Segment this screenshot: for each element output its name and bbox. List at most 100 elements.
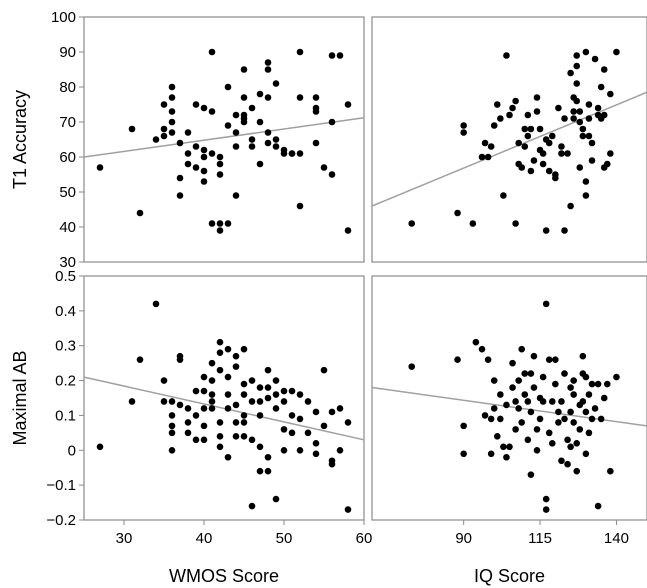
t1-wmos-point-68: [296, 150, 304, 157]
ab-wmos-point-10: [168, 446, 176, 454]
ab-iq-point-10: [490, 377, 498, 384]
ab-wmos-ytick-label-7: 0.5: [55, 268, 76, 285]
ab-iq-point-13: [497, 391, 504, 398]
ab-iq-point-59: [567, 384, 574, 391]
t1-iq-point-46: [564, 150, 571, 157]
ab-wmos-point-65: [264, 467, 272, 475]
ab-wmos-point-28: [208, 398, 216, 405]
ab-iq-point-33: [527, 471, 535, 478]
ab-iq-point-71: [579, 398, 587, 405]
t1-iq-point-57: [576, 118, 584, 126]
ab-wmos-point-38: [224, 391, 232, 398]
ab-iq-point-4: [472, 338, 480, 346]
ab-wmos-point-78: [296, 415, 304, 423]
t1-wmos-point-37: [224, 122, 232, 129]
t1-iq-point-26: [527, 125, 535, 133]
ab-iq-point-27: [521, 370, 529, 377]
t1-iq-point-13: [503, 52, 510, 59]
t1-wmos-point-16: [184, 150, 192, 157]
ab-iq-point-34: [530, 352, 538, 360]
t1-wmos-point-15: [184, 160, 192, 168]
t1-iq-point-25: [527, 167, 535, 175]
ab-wmos-point-53: [248, 398, 256, 405]
t1-iq-point-80: [613, 48, 620, 56]
t1-wmos-y-axis-label: T1 Accuracy: [10, 90, 30, 189]
t1-wmos-point-75: [328, 52, 336, 59]
ab-iq-point-83: [600, 394, 608, 402]
ab-iq-point-25: [518, 345, 526, 353]
t1-iq-point-12: [500, 192, 507, 199]
t1-iq-point-59: [579, 125, 587, 133]
t1-wmos-point-71: [312, 108, 320, 115]
ab-iq-point-82: [597, 415, 605, 423]
t1-wmos-point-69: [312, 94, 320, 101]
t1-wmos-point-67: [296, 202, 304, 210]
ab-wmos-point-5: [160, 398, 168, 405]
ab-iq-point-52: [555, 419, 562, 426]
t1-wmos-point-72: [312, 139, 320, 147]
t1-wmos-point-20: [192, 164, 200, 171]
ab-iq-point-31: [527, 370, 535, 377]
ab-wmos-point-91: [336, 446, 344, 454]
t1-iq-point-37: [545, 167, 553, 175]
ab-wmos-point-77: [296, 391, 304, 398]
t1-wmos-point-35: [224, 220, 232, 227]
ab-iq-xtick-label-2: 140: [604, 530, 629, 547]
ab-wmos-point-80: [304, 398, 312, 405]
t1-wmos-point-26: [208, 108, 216, 115]
ab-iq-point-42: [542, 300, 550, 308]
ab-wmos-xtick-label-0: 30: [116, 530, 133, 547]
ab-iq-point-66: [573, 467, 581, 475]
ab-iq-point-61: [567, 443, 574, 451]
ab-wmos-point-3: [152, 300, 160, 308]
t1-iq-point-55: [573, 97, 581, 105]
t1-iq-point-64: [585, 101, 593, 108]
t1-wmos-ytick-label-6: 90: [59, 44, 76, 61]
t1-wmos-point-14: [176, 139, 184, 147]
ab-wmos-point-20: [200, 373, 208, 381]
t1-wmos-point-52: [256, 90, 264, 98]
t1-iq-point-15: [509, 104, 516, 112]
t1-iq-point-56: [576, 108, 584, 115]
t1-iq-point-22: [521, 125, 529, 133]
ab-iq-point-1: [454, 356, 461, 363]
ab-wmos-point-86: [320, 422, 328, 430]
ab-iq-point-0: [408, 363, 416, 370]
ab-wmos-point-42: [232, 363, 240, 370]
ab-iq-point-26: [518, 419, 526, 426]
t1-iq-point-48: [567, 69, 574, 77]
t1-wmos-point-74: [328, 171, 336, 178]
t1-iq-point-40: [552, 174, 559, 182]
t1-wmos-point-50: [256, 118, 264, 126]
ab-iq-point-36: [533, 426, 541, 433]
ab-iq-point-64: [570, 419, 577, 426]
ab-iq-point-12: [493, 433, 501, 440]
ab-wmos-point-41: [232, 352, 240, 360]
t1-wmos-point-22: [200, 146, 208, 154]
ab-iq-point-40: [539, 373, 547, 381]
ab-wmos-y-axis-label: Maximal AB: [10, 350, 30, 445]
t1-iq-point-53: [573, 62, 581, 70]
ab-wmos-point-57: [256, 398, 264, 405]
ab-wmos-point-26: [208, 377, 216, 384]
t1-iq-point-24: [524, 132, 532, 140]
ab-wmos-ytick-label-3: 0.1: [55, 407, 76, 424]
t1-wmos-point-58: [272, 80, 280, 87]
t1-iq-point-10: [493, 101, 501, 108]
t1-wmos-point-27: [208, 150, 216, 157]
ab-wmos-point-16: [184, 429, 192, 437]
ab-iq-point-23: [515, 377, 522, 384]
ab-iq-point-60: [567, 408, 574, 416]
ab-wmos-point-69: [272, 495, 280, 503]
t1-wmos-point-25: [200, 178, 208, 185]
t1-wmos-point-11: [168, 129, 176, 136]
ab-iq-point-8: [487, 415, 495, 423]
ab-iq-point-24: [515, 405, 522, 412]
ab-wmos-point-43: [232, 401, 240, 409]
ab-iq-point-17: [503, 401, 510, 409]
t1-iq-point-66: [585, 132, 593, 140]
ab-iq-plot-frame: [371, 275, 647, 521]
ab-wmos-point-21: [200, 387, 208, 395]
t1-wmos-point-51: [256, 160, 264, 168]
